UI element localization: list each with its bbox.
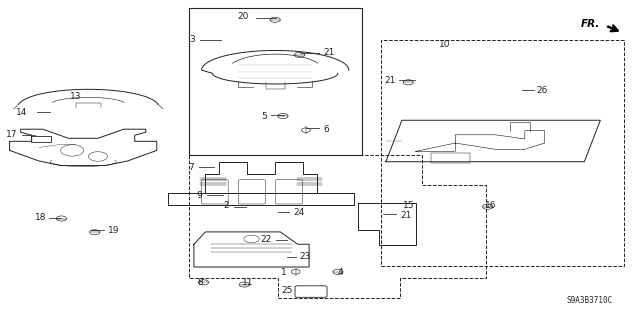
Text: 23: 23 (300, 252, 311, 261)
Text: 21: 21 (384, 76, 396, 85)
Text: 15: 15 (403, 201, 415, 210)
Text: 9: 9 (196, 191, 202, 200)
Text: 21: 21 (400, 211, 412, 220)
Text: 19: 19 (108, 226, 119, 235)
Bar (31, 136, 51, 142)
Text: 24: 24 (293, 208, 305, 217)
Text: 17: 17 (6, 130, 18, 139)
Text: 14: 14 (15, 108, 27, 117)
Text: 11: 11 (242, 278, 253, 287)
Text: 8: 8 (198, 278, 204, 287)
Text: 16: 16 (485, 201, 497, 210)
Text: 21: 21 (323, 48, 335, 57)
Bar (381, 40, 624, 266)
Text: 18: 18 (35, 213, 46, 222)
Text: 20: 20 (237, 12, 248, 21)
Text: 7: 7 (188, 163, 194, 172)
Text: 4: 4 (338, 268, 344, 277)
Text: 2: 2 (223, 201, 229, 210)
Bar (431, 153, 470, 163)
Bar (189, 8, 362, 155)
Text: S9A3B3710C: S9A3B3710C (567, 296, 613, 305)
Text: 10: 10 (439, 40, 451, 48)
Text: 25: 25 (281, 286, 292, 295)
Text: 5: 5 (262, 112, 268, 121)
Text: 1: 1 (281, 268, 287, 277)
Text: FR.: FR. (581, 19, 600, 29)
Text: 22: 22 (260, 235, 272, 244)
Text: 3: 3 (189, 35, 195, 44)
Text: 13: 13 (70, 92, 81, 101)
Text: 26: 26 (536, 86, 548, 95)
Text: 6: 6 (323, 125, 329, 134)
